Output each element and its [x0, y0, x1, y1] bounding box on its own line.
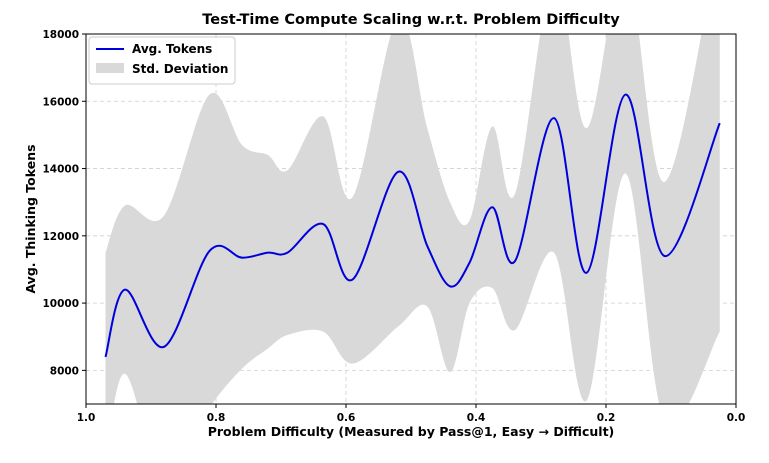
y-axis-ticks: 8000 10000 12000 14000 16000 18000 [42, 29, 86, 377]
legend-box [88, 36, 236, 85]
x-axis-ticks: 1.0 0.8 0.6 0.4 0.2 0.0 [77, 404, 746, 424]
y-tick-label: 14000 [42, 164, 79, 176]
x-tick-label: 0.2 [597, 412, 616, 424]
legend-avg-tokens-label: Avg. Tokens [132, 42, 212, 56]
y-tick-label: 10000 [42, 298, 79, 310]
legend: Avg. Tokens Std. Deviation [88, 36, 236, 85]
y-axis-label: Avg. Thinking Tokens [23, 144, 38, 293]
chart-title: Test-Time Compute Scaling w.r.t. Problem… [202, 12, 620, 28]
x-tick-label: 0.8 [207, 412, 226, 424]
std-deviation-band [105, 34, 720, 404]
legend-std-deviation-swatch [96, 63, 124, 73]
y-tick-label: 8000 [50, 365, 79, 377]
legend-std-deviation-label: Std. Deviation [132, 62, 228, 76]
x-tick-label: 0.6 [337, 412, 356, 424]
y-tick-label: 12000 [42, 231, 79, 243]
x-tick-label: 1.0 [77, 412, 96, 424]
plot-frame [85, 33, 737, 405]
avg-tokens-line [104, 93, 721, 358]
x-tick-label: 0.0 [727, 412, 746, 424]
y-tick-label: 18000 [42, 29, 79, 41]
y-tick-label: 16000 [42, 96, 79, 108]
x-axis-label: Problem Difficulty (Measured by Pass@1, … [208, 424, 615, 439]
x-tick-label: 0.4 [467, 412, 486, 424]
